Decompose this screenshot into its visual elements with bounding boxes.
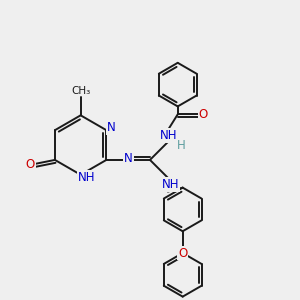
- Text: CH₃: CH₃: [71, 85, 90, 96]
- Text: O: O: [26, 158, 35, 171]
- Text: O: O: [178, 247, 187, 260]
- Text: NH: NH: [78, 171, 95, 184]
- Text: NH: NH: [160, 129, 178, 142]
- Text: NH: NH: [162, 178, 179, 191]
- Text: H: H: [177, 139, 186, 152]
- Text: O: O: [199, 108, 208, 121]
- Text: N: N: [107, 121, 116, 134]
- Text: N: N: [124, 152, 133, 165]
